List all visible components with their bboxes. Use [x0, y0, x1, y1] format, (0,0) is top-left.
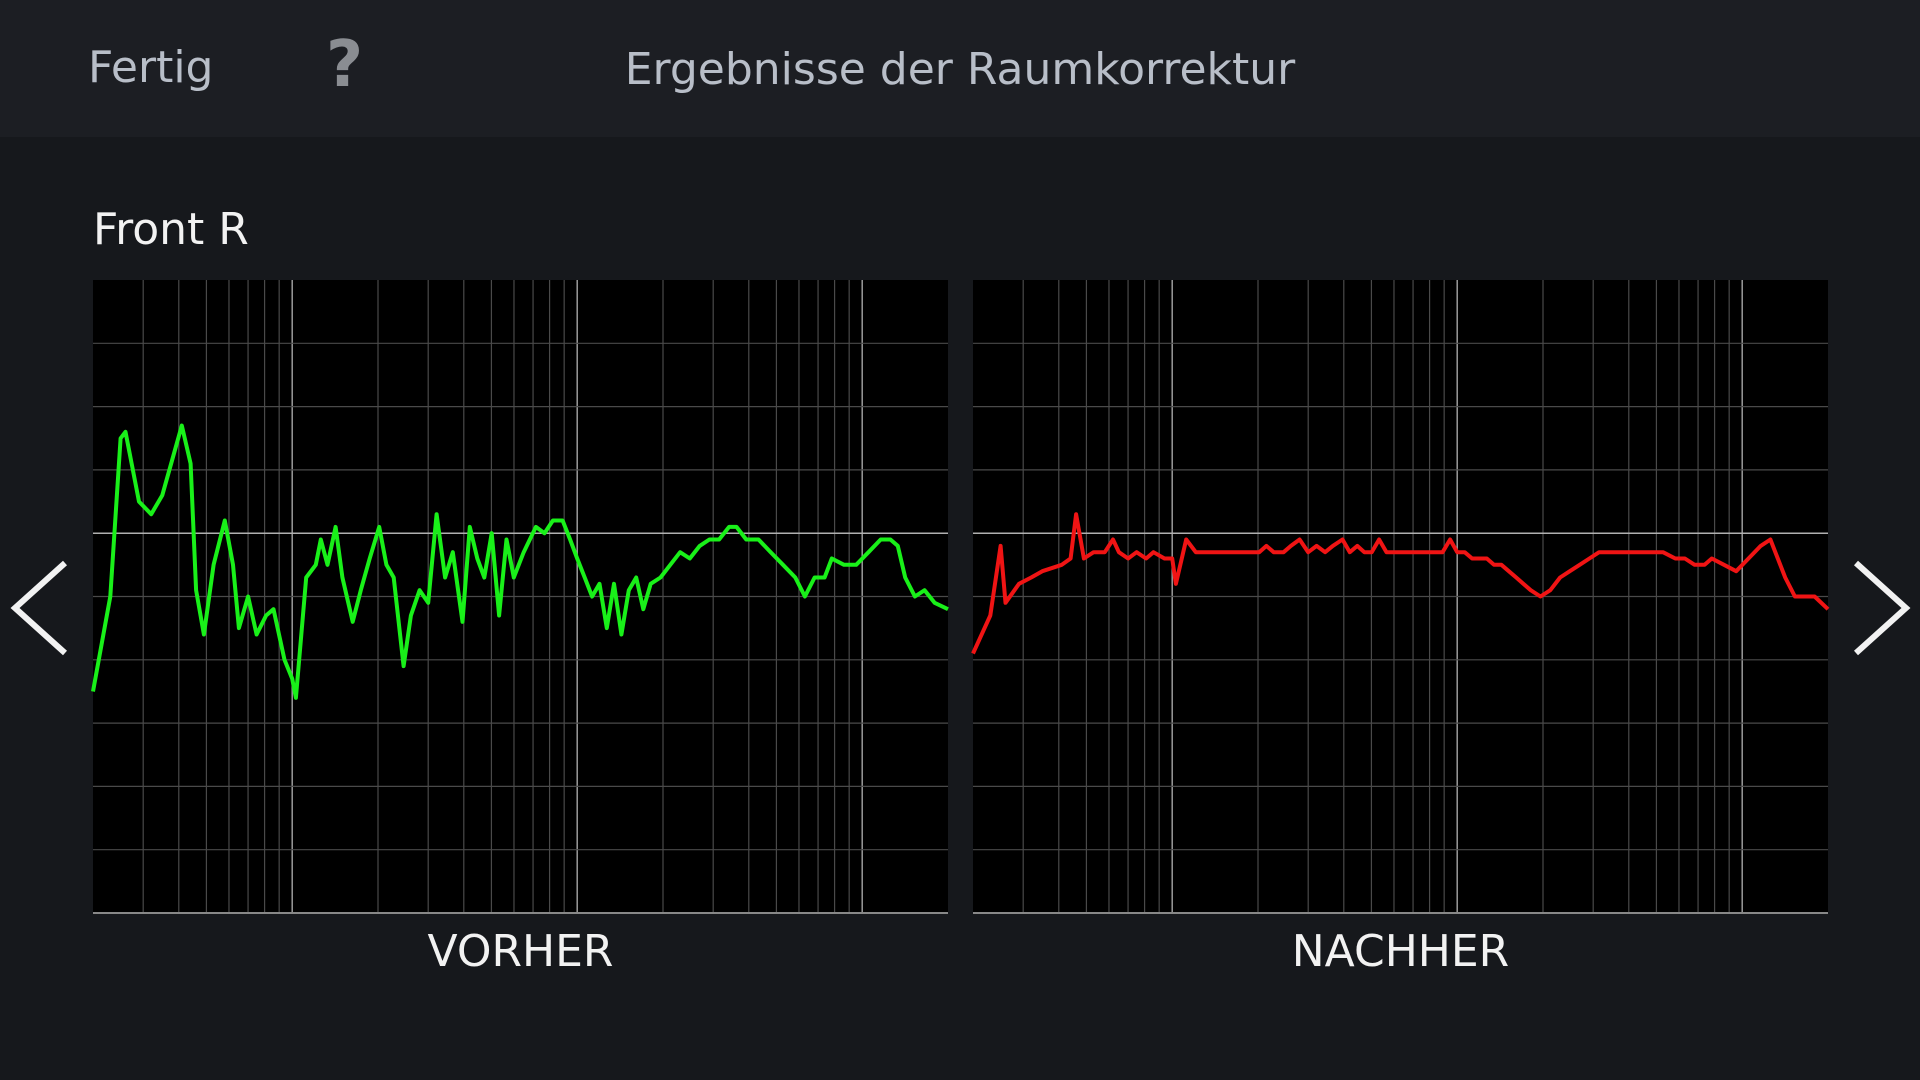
chart-label: NACHHER	[1292, 926, 1510, 977]
speaker-name: Front R	[93, 204, 249, 255]
help-button[interactable]: ?	[326, 28, 364, 102]
prev-arrow[interactable]	[10, 560, 68, 656]
response-curve	[91, 423, 949, 700]
header: Fertig ? Ergebnisse der Raumkorrektur	[0, 0, 1920, 137]
chart-label: VORHER	[428, 926, 614, 977]
done-button[interactable]: Fertig	[88, 42, 214, 93]
next-arrow[interactable]	[1853, 560, 1911, 656]
response-curve	[971, 512, 1830, 655]
page-title: Ergebnisse der Raumkorrektur	[624, 44, 1296, 95]
